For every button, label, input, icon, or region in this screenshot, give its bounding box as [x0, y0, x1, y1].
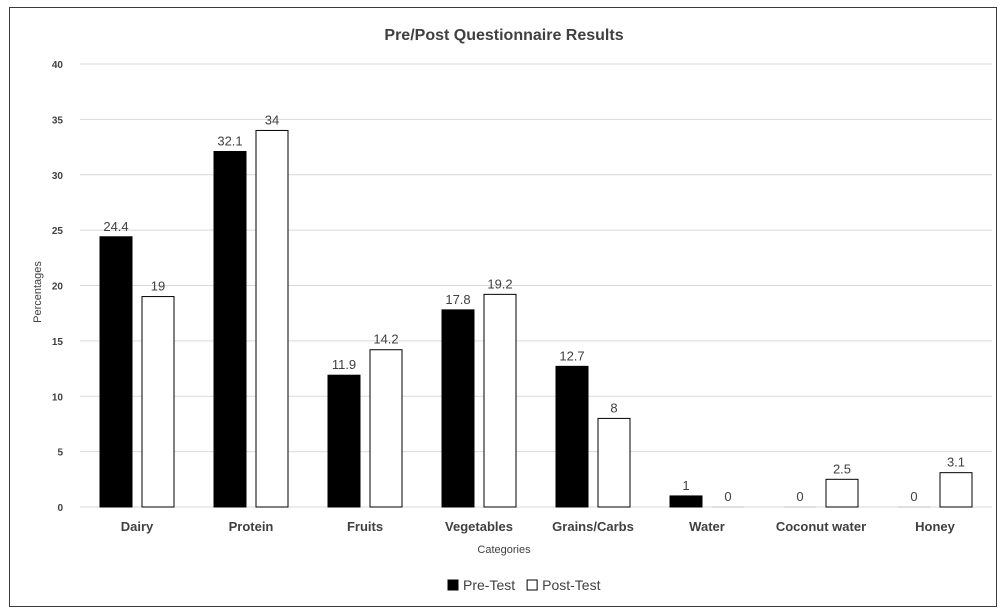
data-label: 19.2	[487, 276, 512, 291]
data-label: 14.2	[373, 332, 398, 347]
bar-post-test	[141, 296, 175, 508]
y-tick-label: 40	[52, 60, 64, 71]
x-tick-label: Water	[689, 519, 725, 534]
data-label: 12.7	[559, 348, 584, 363]
bar-post-test	[597, 417, 631, 508]
chart-title: Pre/Post Questionnaire Results	[384, 27, 623, 44]
data-labels: 24.4 19 32.1 34 11.9 14.2 17.8 19.2 12.7 8 1 0 0 2.5 0…	[103, 112, 965, 504]
data-label: 32.1	[217, 133, 242, 148]
data-label: 2.5	[833, 461, 851, 476]
y-axis-ticks: 0 5 10 15 20 25 30 35 40	[52, 60, 64, 514]
bar-post-test	[825, 478, 859, 508]
legend-swatch-pre-test	[447, 579, 459, 591]
data-label: 19	[151, 279, 165, 294]
legend-swatch-post-test	[526, 579, 538, 591]
y-tick-label: 0	[57, 503, 63, 514]
legend: Pre-Test Post-Test	[447, 577, 601, 593]
legend-label-pre-test: Pre-Test	[463, 577, 515, 593]
y-axis-label: Percentages	[32, 261, 44, 323]
bar-chart: Pre/Post Questionnaire Results 051015202…	[32, 27, 992, 593]
bar-pre-test	[213, 150, 247, 508]
y-tick-label: 20	[52, 282, 64, 293]
bars	[99, 129, 973, 508]
y-tick-label: 5	[57, 448, 63, 459]
data-label: 34	[265, 112, 279, 127]
bar-pre-test	[441, 309, 475, 508]
data-label: 0	[724, 489, 731, 504]
bar-pre-test	[555, 365, 589, 508]
bar-post-test	[255, 129, 289, 508]
data-label: 11.9	[332, 357, 356, 372]
bar-pre-test	[99, 236, 133, 508]
data-label: 24.4	[103, 219, 128, 234]
data-label: 8	[610, 400, 617, 415]
y-tick-label: 25	[52, 226, 64, 237]
data-label: 3.1	[947, 455, 965, 470]
data-label: 0	[910, 489, 917, 504]
bar-pre-test	[669, 495, 703, 508]
bar-post-test	[369, 349, 403, 508]
data-label: 17.8	[445, 292, 470, 307]
y-tick-label: 30	[52, 171, 64, 182]
y-tick-label: 35	[52, 115, 64, 126]
x-tick-label: Fruits	[347, 519, 383, 534]
y-tick-label: 15	[52, 337, 64, 348]
x-tick-label: Honey	[915, 519, 956, 534]
bar-post-test	[483, 293, 517, 508]
x-tick-label: Vegetables	[445, 519, 513, 534]
x-tick-label: Coconut water	[776, 519, 866, 534]
data-label: 0	[796, 489, 803, 504]
y-tick-label: 10	[52, 392, 64, 403]
legend-label-post-test: Post-Test	[542, 577, 600, 593]
x-tick-label: Grains/Carbs	[552, 519, 634, 534]
x-axis-ticks: Dairy Protein Fruits Vegetables Grains/Carbs…	[121, 519, 956, 534]
bar-post-test	[939, 472, 973, 508]
bar-pre-test	[327, 374, 361, 508]
x-tick-label: Protein	[229, 519, 274, 534]
x-tick-label: Dairy	[121, 519, 154, 534]
x-axis-label: Categories	[477, 544, 531, 556]
chart-frame: Pre/Post Questionnaire Results 0 5 10 15 20 2…	[9, 7, 997, 607]
data-label: 1	[682, 478, 689, 493]
